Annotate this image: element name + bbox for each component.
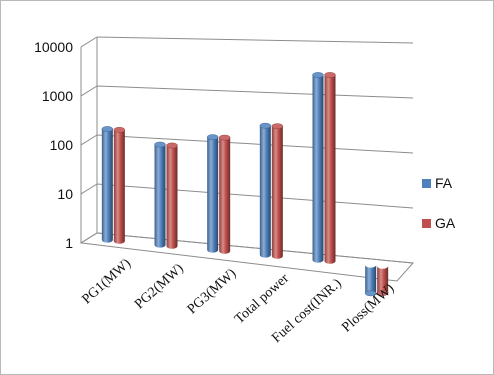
bar-top xyxy=(166,142,178,149)
side-wall-line xyxy=(80,134,98,146)
gridline xyxy=(96,85,414,99)
bar-body xyxy=(259,125,271,258)
bar-fa xyxy=(259,122,272,258)
side-wall-line xyxy=(80,85,98,97)
bar-top xyxy=(271,123,284,130)
bar-ga xyxy=(324,72,336,264)
side-wall-line xyxy=(80,183,98,195)
bar-top xyxy=(154,141,166,148)
bar-fa xyxy=(364,264,377,297)
side-wall-line xyxy=(80,36,98,48)
bar-top xyxy=(324,72,336,78)
bar-top xyxy=(364,290,377,297)
legend-swatch-fa xyxy=(422,179,431,188)
chart-floor xyxy=(79,232,415,282)
bar-top xyxy=(101,126,114,132)
legend-swatch-ga xyxy=(422,219,431,228)
bar-fa xyxy=(154,141,166,248)
y-tick-label: 10 xyxy=(57,186,73,202)
bar-fa xyxy=(206,134,219,253)
bar-body xyxy=(324,74,336,264)
x-tick-label: PG3(MW) xyxy=(185,266,240,317)
legend-label-fa: FA xyxy=(435,175,453,191)
bar-ga xyxy=(113,127,126,244)
x-tick-label: PG2(MW) xyxy=(132,261,187,312)
bar-body xyxy=(219,137,231,254)
bar-top xyxy=(312,72,324,78)
bar-ga xyxy=(376,266,389,296)
bar-body xyxy=(101,129,113,243)
gridline xyxy=(96,183,414,209)
x-tick-label: Total power xyxy=(232,271,292,327)
gridline xyxy=(96,134,414,154)
x-tick-label: PG1(MW) xyxy=(79,256,134,307)
bar-top xyxy=(376,290,389,296)
bar-body xyxy=(113,129,125,244)
y-tick-label: 10000 xyxy=(34,39,73,55)
bar-fa xyxy=(312,72,324,263)
gridline xyxy=(96,36,414,44)
y-tick-label: 1 xyxy=(65,235,73,251)
legend-label-ga: GA xyxy=(435,215,456,231)
bar-body xyxy=(207,137,219,253)
bar-body xyxy=(377,266,389,294)
bar-body xyxy=(154,144,166,248)
bar-ga xyxy=(218,134,231,254)
bar-ga xyxy=(166,142,178,249)
bar-top xyxy=(113,127,126,133)
bar-top xyxy=(218,134,231,141)
bar-fa xyxy=(101,126,114,243)
bar-body xyxy=(166,145,178,249)
bar-body xyxy=(365,264,377,294)
bar-body xyxy=(271,126,283,259)
bar-body xyxy=(312,75,324,263)
bar-top xyxy=(206,134,219,140)
y-tick-label: 100 xyxy=(50,137,74,153)
y-tick-label: 1000 xyxy=(42,88,73,104)
bar-ga xyxy=(271,123,284,259)
bar-top xyxy=(259,122,272,129)
